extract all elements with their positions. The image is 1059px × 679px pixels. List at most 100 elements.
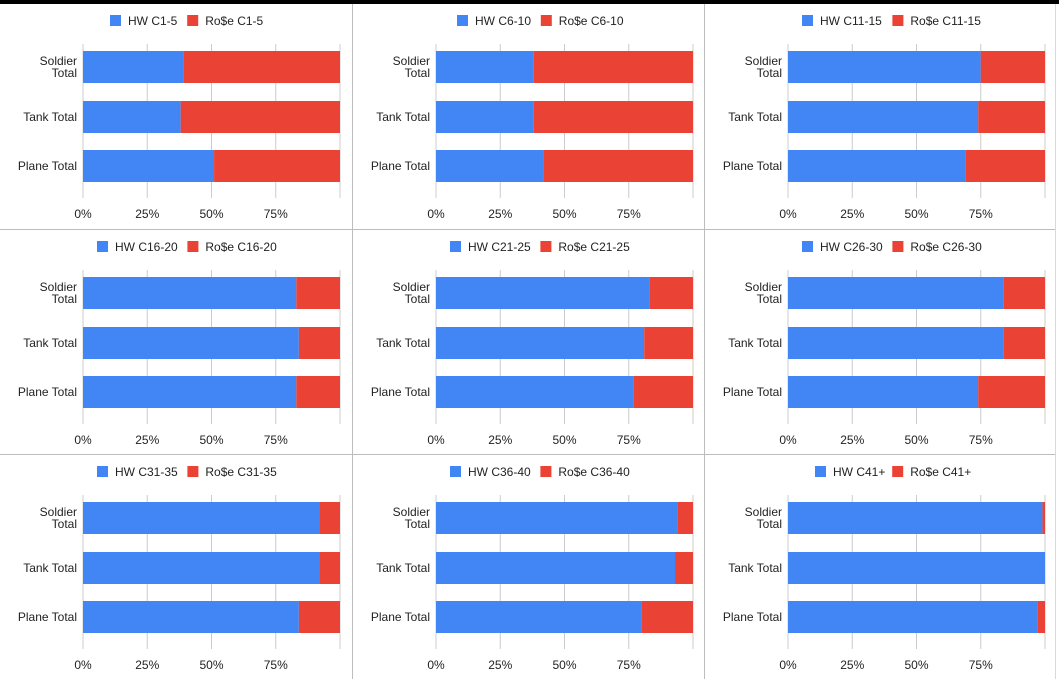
bar-rose [978,376,1045,408]
bar-hw [436,502,678,534]
legend: HW C21-25 Ro$e C21-25 [450,240,630,254]
bar-hw [436,101,534,133]
bar-hw [83,552,320,584]
bar-rose [214,150,340,182]
bar-rose [533,51,693,83]
category-label: Tank Total [728,110,782,124]
category-label: Plane Total [18,385,77,399]
bar-hw [83,277,297,309]
bar-rose [183,51,340,83]
bar-rose [180,101,340,133]
legend-swatch-rose [892,241,904,252]
legend-swatch-hw [97,241,108,252]
top-border [0,0,1059,4]
legend-swatch-rose [187,241,199,252]
category-label: Plane Total [723,385,782,399]
x-tick-label: 25% [840,658,864,672]
stacked-bar-chart: HW C31-35 Ro$e C31-35 Soldier Total Tank Tot… [18,465,341,672]
bar-hw [436,150,544,182]
bar-rose [298,327,340,359]
bar-hw [436,552,676,584]
bar-hw [83,101,181,133]
x-tick-label: 0% [74,658,92,672]
legend-label-rose: Ro$e C11-15 [910,14,981,28]
x-tick-label: 0% [779,433,797,447]
legend-label-hw: HW C31-35 [115,465,178,479]
bar-rose [633,376,693,408]
bar-rose [296,277,340,309]
bar-rose [1003,277,1045,309]
stacked-bar-chart: HW C36-40 Ro$e C36-40 Soldier Total Tank Tot… [371,465,694,672]
x-tick-label: 25% [488,207,512,221]
x-tick-label: 50% [904,207,928,221]
x-tick-label: 75% [264,658,288,672]
legend-swatch-hw [815,466,826,477]
legend-swatch-hw [457,15,468,26]
x-tick-label: 25% [135,207,159,221]
chart-panel: HW C1-5 Ro$e C1-5 Soldier Total Tank Total Pl… [0,4,352,229]
x-tick-label: 50% [904,658,928,672]
x-tick-label: 25% [135,658,159,672]
x-tick-label: 25% [840,433,864,447]
legend: HW C1-5 Ro$e C1-5 [110,14,264,28]
x-tick-label: 50% [552,658,576,672]
bar-hw [788,277,1004,309]
category-label: Soldier Total [745,54,782,80]
x-tick-label: 50% [199,658,223,672]
legend-swatch-hw [97,466,108,477]
legend-label-hw: HW C11-15 [820,14,882,28]
stacked-bar-chart: HW C21-25 Ro$e C21-25 Soldier Total Tank Tot… [371,240,694,447]
x-tick-label: 25% [135,433,159,447]
bar-hw [788,601,1038,633]
stacked-bar-chart: HW C41+ Ro$e C41+ Soldier Total Tank Total Pl… [723,465,1046,672]
bar-hw [788,101,979,133]
x-tick-label: 75% [969,433,993,447]
legend: HW C6-10 Ro$e C6-10 [457,14,624,28]
legend-label-hw: HW C26-30 [820,240,883,254]
right-edge-line [1055,4,1056,679]
legend-swatch-hw [110,15,121,26]
bar-rose [1042,502,1045,534]
legend-label-hw: HW C21-25 [468,240,531,254]
bar-hw [83,376,297,408]
bar-hw [83,51,184,83]
bar-hw [436,376,634,408]
category-label: Tank Total [376,561,430,575]
bar-rose [1003,327,1045,359]
bar-rose [965,150,1045,182]
legend: HW C26-30 Ro$e C26-30 [802,240,982,254]
x-tick-label: 0% [427,433,445,447]
legend-label-rose: Ro$e C1-5 [205,14,263,28]
x-tick-label: 75% [264,207,288,221]
x-tick-label: 25% [488,658,512,672]
legend-swatch-hw [450,241,461,252]
category-label: Plane Total [371,159,430,173]
chart-grid: HW C1-5 Ro$e C1-5 Soldier Total Tank Total Pl… [0,4,1059,679]
bar-hw [436,327,645,359]
legend-label-rose: Ro$e C26-30 [910,240,982,254]
bar-hw [788,327,1004,359]
x-tick-label: 50% [199,207,223,221]
bar-rose [649,277,693,309]
legend-label-rose: Ro$e C36-40 [558,465,630,479]
stacked-bar-chart: HW C16-20 Ro$e C16-20 Soldier Total Tank Tot… [18,240,341,447]
x-tick-label: 50% [552,433,576,447]
legend: HW C16-20 Ro$e C16-20 [97,240,277,254]
category-label: Soldier Total [745,280,782,306]
x-tick-label: 75% [969,207,993,221]
legend-swatch-rose [540,466,552,477]
category-label: Plane Total [723,610,782,624]
bar-rose [319,552,340,584]
legend: HW C11-15 Ro$e C11-15 [802,14,981,28]
bar-hw [788,552,1045,584]
category-label: Tank Total [23,561,77,575]
x-tick-label: 25% [488,433,512,447]
category-label: Soldier Total [393,280,430,306]
bar-hw [788,502,1043,534]
x-tick-label: 0% [779,658,797,672]
x-tick-label: 50% [199,433,223,447]
category-label: Plane Total [371,385,430,399]
category-label: Soldier Total [393,505,430,531]
bar-rose [675,552,693,584]
legend-swatch-hw [450,466,461,477]
